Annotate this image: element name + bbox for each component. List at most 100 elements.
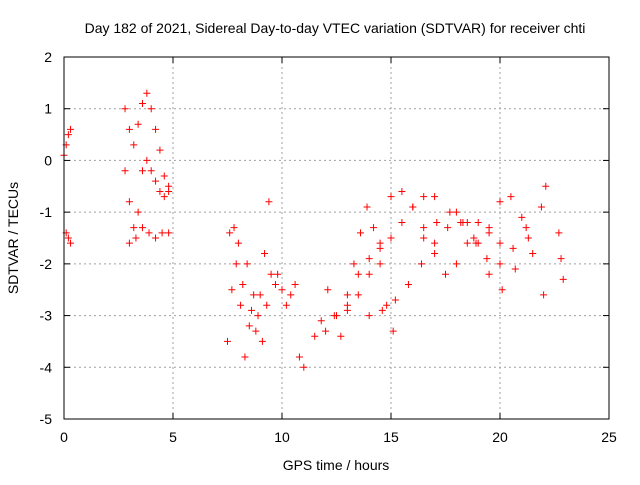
data-point [243, 260, 251, 268]
data-point [378, 306, 386, 314]
data-point [452, 208, 460, 216]
data-point [138, 167, 146, 175]
data-point [365, 255, 373, 263]
data-points [60, 89, 567, 371]
data-point [125, 198, 133, 206]
data-point [160, 172, 168, 180]
data-point [152, 234, 160, 242]
data-point [559, 275, 567, 283]
y-tick-label: -4 [40, 359, 53, 375]
data-point [282, 301, 290, 309]
data-point [254, 312, 262, 320]
data-point [409, 203, 417, 211]
data-point [134, 208, 142, 216]
data-point [444, 224, 452, 232]
data-point [470, 234, 478, 242]
data-point [420, 193, 428, 201]
data-point [383, 301, 391, 309]
data-point [540, 291, 548, 299]
data-point [138, 224, 146, 232]
data-point [333, 312, 340, 320]
data-point [529, 250, 537, 258]
data-point [64, 234, 72, 242]
data-point [143, 156, 151, 164]
plot-frame [63, 56, 610, 420]
data-point [324, 286, 332, 294]
data-point [555, 229, 563, 237]
data-point [474, 239, 482, 247]
data-point [398, 218, 406, 226]
data-point [485, 270, 493, 278]
data-point [258, 337, 266, 345]
x-tick-label: 20 [492, 429, 508, 445]
series-arc-d [125, 224, 173, 247]
data-point [274, 270, 282, 278]
y-tick-label: 0 [44, 152, 52, 168]
data-point [356, 229, 364, 237]
data-point [507, 193, 515, 201]
series-arc-c [121, 156, 173, 232]
data-point [271, 281, 279, 289]
data-point [446, 208, 454, 216]
data-point [404, 281, 412, 289]
data-point [322, 327, 330, 335]
x-tick-label: 10 [274, 429, 290, 445]
x-axis-label: GPS time / hours [283, 457, 390, 473]
series-arc-l [420, 182, 550, 294]
data-point [125, 125, 133, 133]
x-tick-label: 15 [383, 429, 399, 445]
data-point [265, 198, 273, 206]
data-point [291, 281, 299, 289]
data-point [370, 224, 378, 232]
data-point [245, 322, 253, 330]
data-point [263, 301, 271, 309]
series-arc-m [452, 193, 548, 299]
data-point [343, 306, 351, 314]
y-tick-label: -5 [40, 411, 53, 427]
data-point [226, 229, 234, 237]
data-point [496, 198, 504, 206]
series-arc-a [60, 125, 75, 247]
data-point [165, 229, 173, 237]
series-arc-h [311, 203, 397, 340]
data-point [420, 234, 428, 242]
data-point [522, 224, 530, 232]
x-tick-label: 0 [60, 429, 68, 445]
data-point [433, 218, 441, 226]
data-point [300, 363, 308, 371]
data-point [143, 89, 151, 97]
data-point [496, 239, 504, 247]
data-point [158, 229, 166, 237]
data-point [431, 250, 439, 258]
data-point [134, 120, 142, 128]
data-point [389, 327, 397, 335]
data-point [496, 260, 504, 268]
data-point [343, 291, 351, 299]
x-tick-label: 25 [601, 429, 617, 445]
data-point [130, 224, 138, 232]
data-point [138, 100, 146, 108]
data-point [509, 244, 517, 252]
data-point [498, 286, 506, 294]
data-point [337, 332, 345, 340]
data-point [391, 296, 399, 304]
data-point [537, 203, 545, 211]
series-arc-b [121, 89, 173, 190]
data-point [387, 234, 395, 242]
data-point [376, 260, 384, 268]
series-arc-i [322, 193, 439, 335]
data-point [278, 286, 286, 294]
data-point [365, 270, 373, 278]
series-arc-j [343, 187, 504, 314]
data-point [485, 229, 493, 237]
data-point [350, 260, 358, 268]
data-point [156, 146, 164, 154]
data-point [152, 177, 160, 185]
data-point [247, 306, 255, 314]
data-point [474, 218, 482, 226]
y-axis-label: SDTVAR / TECUs [5, 182, 21, 294]
data-point [121, 105, 129, 113]
series-arc-e [224, 260, 279, 361]
y-tick-label: -2 [40, 256, 53, 272]
